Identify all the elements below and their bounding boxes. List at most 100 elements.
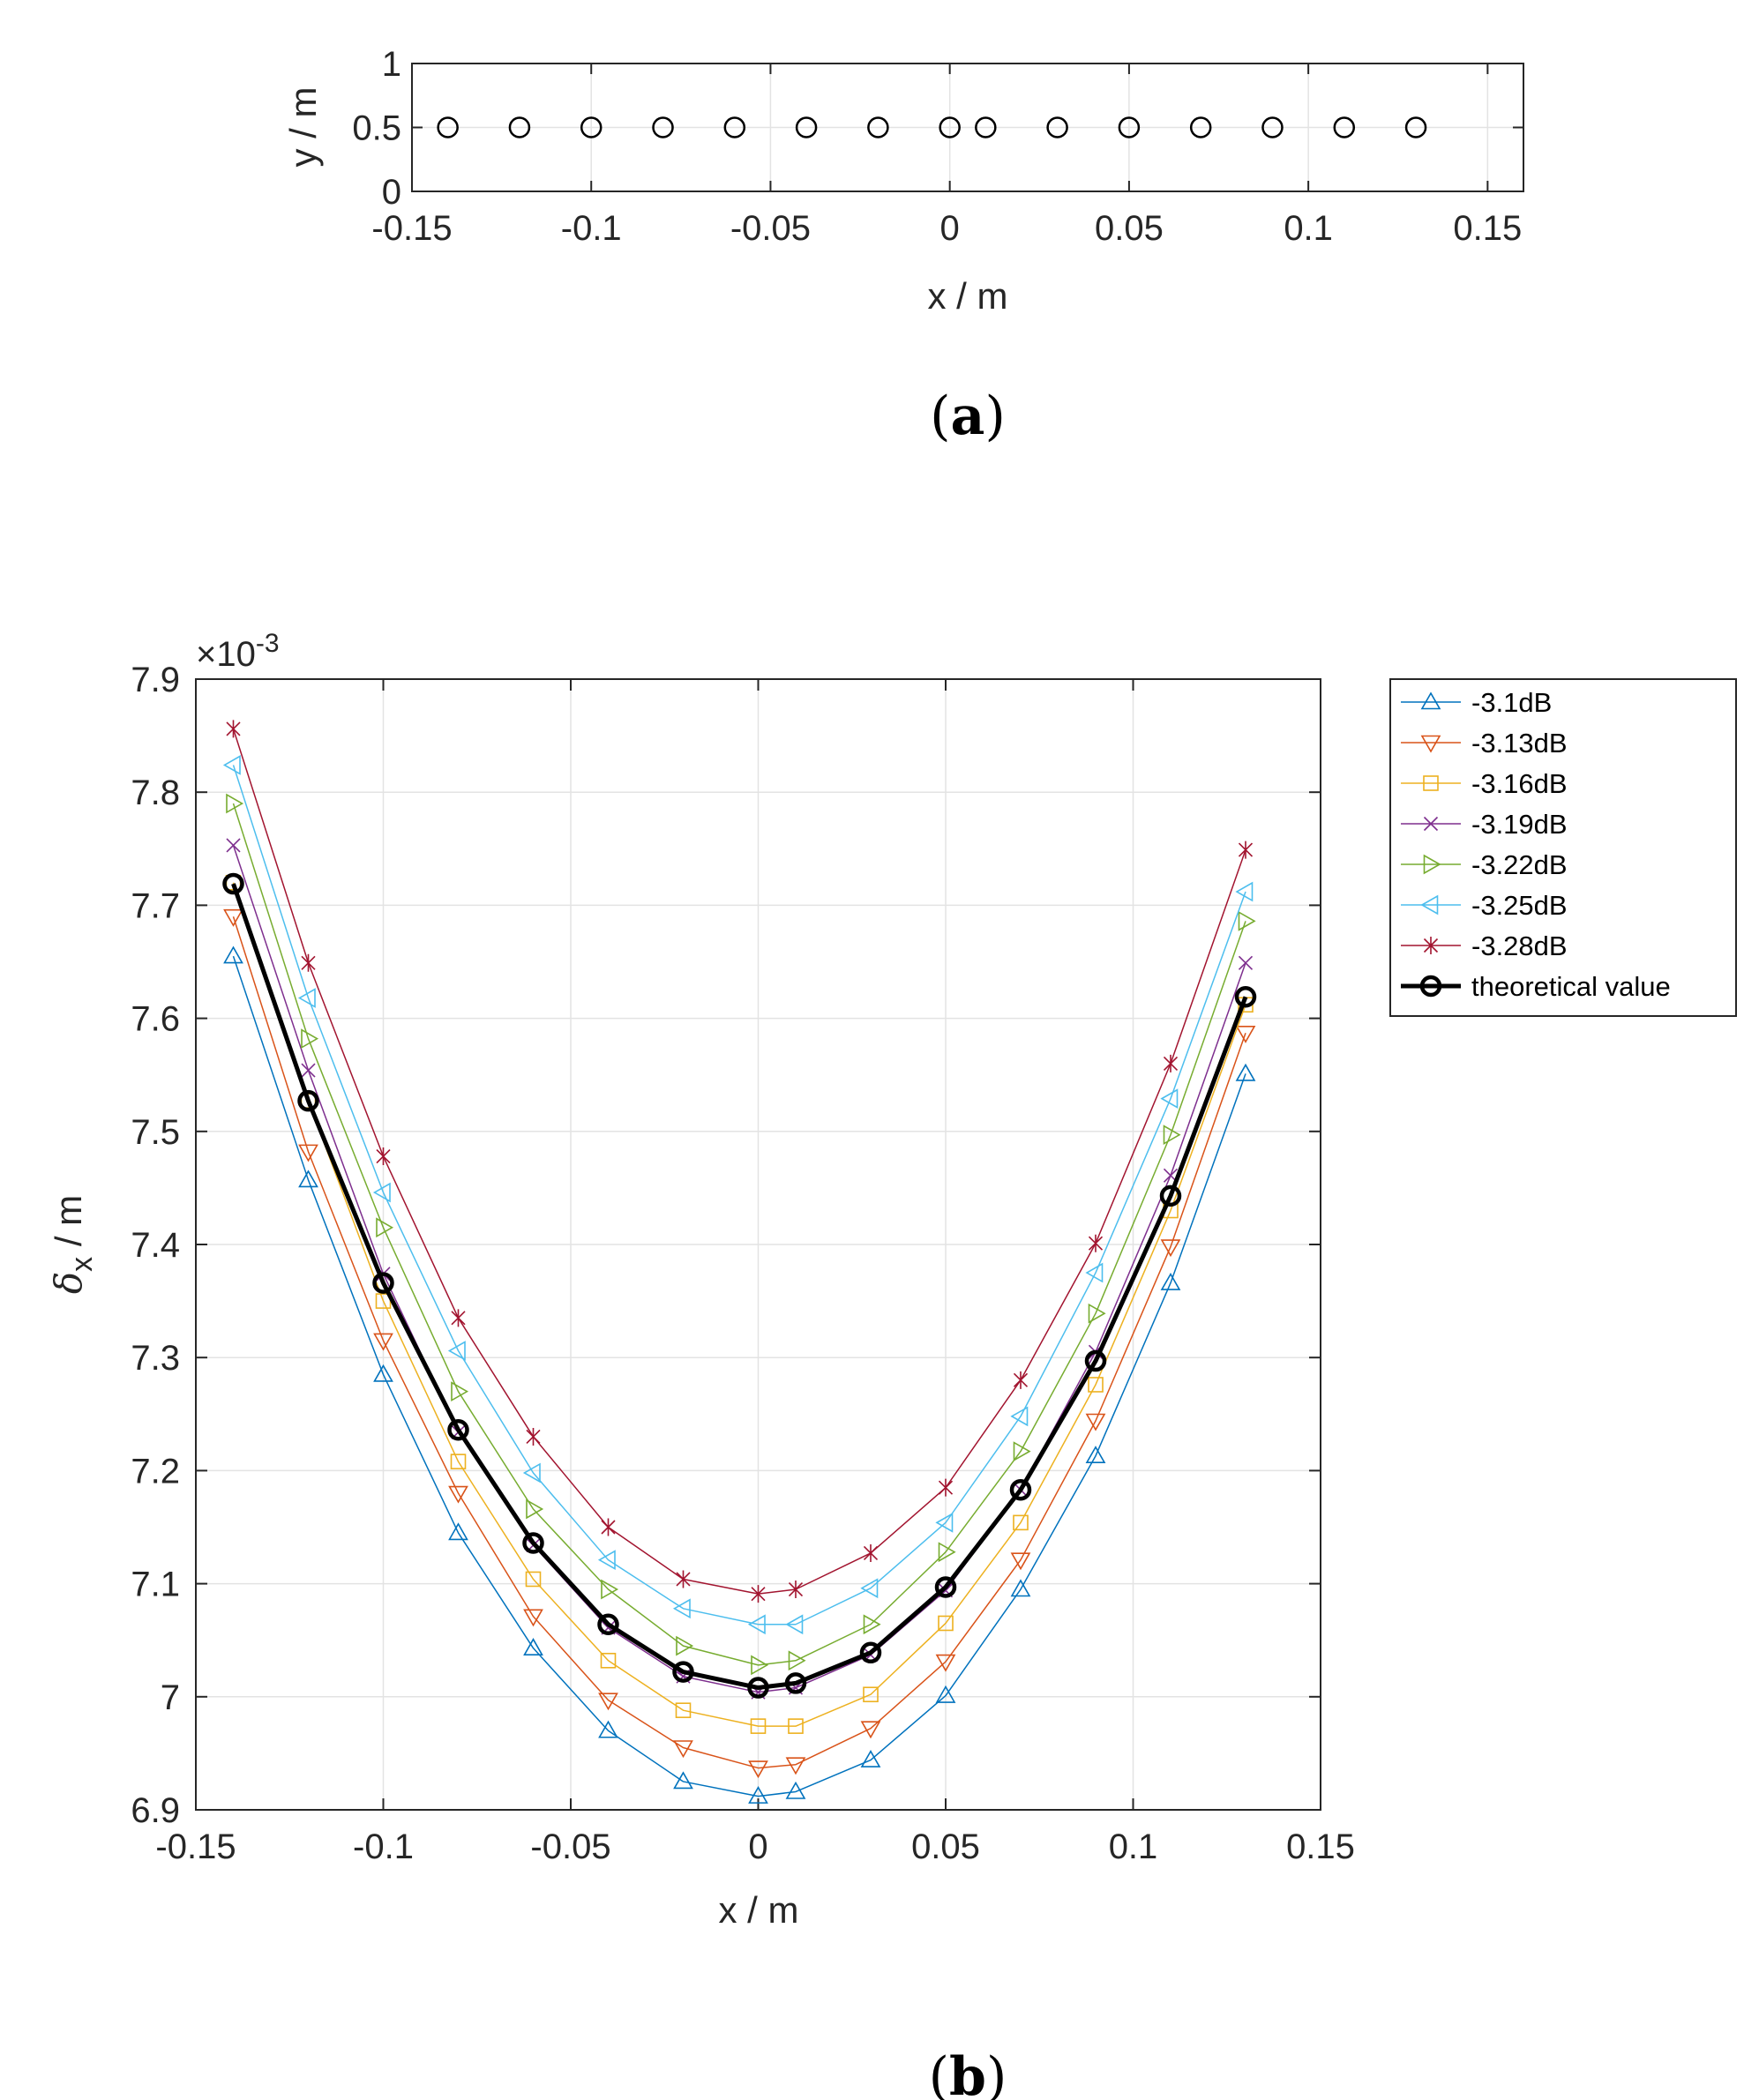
- legend-item-theoretical-value: theoretical value: [1401, 971, 1671, 1002]
- legend-label: -3.1dB: [1471, 687, 1552, 718]
- data-point-theoretical-value: [222, 872, 244, 895]
- data-point-3-1db: [860, 1749, 881, 1767]
- series-3-1db: [223, 945, 1256, 1804]
- legend-item-3-22db: -3.22dB: [1401, 849, 1568, 880]
- data-point-3-13db: [373, 1333, 393, 1351]
- data-point-3-16db: [1088, 1377, 1104, 1393]
- ylabel-symbol: δ: [47, 1272, 90, 1294]
- data-point-3-1db: [1010, 1579, 1031, 1597]
- data-point-3-28db: [676, 1570, 691, 1588]
- y-tick-label: 7.2: [131, 1452, 180, 1491]
- data-point-3-25db: [597, 1550, 616, 1571]
- data-point-3-28db: [451, 1309, 466, 1327]
- data-point-3-22db: [788, 1650, 806, 1671]
- data-point-3-13db: [785, 1757, 806, 1775]
- data-point-3-22db: [526, 1498, 544, 1520]
- data-point-3-28db: [751, 1585, 766, 1603]
- series-line-3-25db: [232, 765, 1246, 1625]
- legend-item-3-19db: -3.19dB: [1401, 809, 1568, 840]
- data-point-theoretical-value: [447, 1418, 469, 1441]
- legend-item-3-28db: -3.28dB: [1401, 930, 1568, 961]
- series-line-3-1db: [232, 955, 1246, 1797]
- y-tick-label: 7.9: [131, 661, 180, 699]
- series-3-13db: [223, 908, 1256, 1779]
- data-point-3-13db: [598, 1693, 618, 1711]
- data-point-3-16db: [450, 1454, 467, 1469]
- deviation-ticks: -0.15 -0.1 -0.05 0 0.05 0.1 0.15 6.9 7 7.1 7.2 7.3 7…: [131, 661, 1355, 1866]
- data-point-3-1db: [673, 1771, 693, 1790]
- positions-chart: -0.15 -0.1 -0.05 0 0.05 0.1 0.15 0 0.5 1 x / m y …: [282, 45, 1524, 447]
- data-point-3-13db: [1235, 1025, 1256, 1043]
- positions-x-tick-label: -0.05: [730, 209, 811, 248]
- panel-label-b: (b): [929, 2046, 1007, 2100]
- data-point-theoretical-value: [934, 1576, 957, 1598]
- data-point-3-1db: [748, 1786, 768, 1804]
- data-point-3-13db: [523, 1609, 543, 1627]
- legend-box: [1389, 678, 1737, 1017]
- data-point-3-19db: [1238, 955, 1254, 970]
- data-point-theoretical-value: [372, 1272, 394, 1294]
- data-point-theoretical-value: [1159, 1185, 1182, 1207]
- data-point-3-28db: [226, 720, 241, 738]
- y-tick-label: 7.4: [131, 1226, 180, 1265]
- position-point: [508, 116, 531, 138]
- data-point-3-13db: [223, 908, 243, 927]
- y-tick-label: 7.7: [131, 886, 180, 925]
- data-point-3-1db: [523, 1638, 543, 1655]
- data-point-3-1db: [1160, 1272, 1181, 1290]
- series-3-25db: [222, 755, 1254, 1635]
- legend-item-3-1db: -3.1dB: [1401, 687, 1552, 718]
- data-point-theoretical-value: [859, 1641, 882, 1664]
- data-point-3-13db: [935, 1654, 956, 1672]
- ylabel-unit: / m: [48, 1195, 89, 1257]
- x-tick-label: 0: [748, 1827, 767, 1866]
- positions-x-tick-label: 0.15: [1453, 209, 1522, 248]
- data-point-3-1db: [785, 1781, 806, 1799]
- data-point-3-25db: [1085, 1262, 1104, 1283]
- position-point: [867, 116, 889, 138]
- data-point-theoretical-value: [1084, 1349, 1107, 1372]
- positions-y-tick-label: 0: [382, 173, 401, 212]
- legend-label: -3.19dB: [1471, 809, 1568, 840]
- data-point-3-25db: [1160, 1088, 1179, 1110]
- data-point-3-25db: [222, 755, 241, 775]
- data-point-3-1db: [598, 1720, 618, 1738]
- series-line-3-16db: [232, 882, 1246, 1727]
- data-point-3-28db: [601, 1518, 616, 1536]
- data-point-3-28db: [376, 1147, 391, 1165]
- y-tick-label: 6.9: [131, 1791, 180, 1830]
- positions-y-tick-label: 0.5: [352, 109, 401, 148]
- position-point: [1118, 116, 1141, 138]
- data-point-3-28db: [1088, 1234, 1104, 1252]
- data-point-3-13db: [860, 1721, 881, 1739]
- positions-markers: [437, 116, 1427, 138]
- positions-ticks: -0.15 -0.1 -0.05 0 0.05 0.1 0.15 0 0.5 1: [352, 45, 1523, 248]
- data-point-3-16db: [750, 1718, 767, 1734]
- positions-x-tick-label: -0.15: [371, 209, 452, 248]
- data-point-3-28db: [526, 1427, 541, 1446]
- ylabel-subscript: x: [65, 1257, 99, 1272]
- data-point-3-13db: [1160, 1239, 1181, 1258]
- exponent-power: -3: [256, 629, 280, 658]
- data-point-3-25db: [672, 1598, 691, 1619]
- y-tick-label: 7.6: [131, 1000, 180, 1039]
- data-point-3-16db: [675, 1702, 692, 1718]
- data-point-3-22db: [1013, 1441, 1031, 1461]
- x-tick-label: -0.15: [155, 1827, 236, 1866]
- x-tick-label: 0.1: [1109, 1827, 1158, 1866]
- legend-item-3-13db: -3.13dB: [1401, 728, 1568, 759]
- data-point-3-22db: [376, 1217, 394, 1238]
- data-point-3-1db: [1235, 1063, 1256, 1081]
- x-tick-label: -0.1: [353, 1827, 414, 1866]
- data-point-3-16db: [863, 1686, 879, 1703]
- series-line-3-22db: [232, 803, 1246, 1666]
- deviation-axes-box: [195, 678, 1321, 1811]
- position-point: [1189, 116, 1212, 138]
- positions-x-tick-label: 0.05: [1095, 209, 1164, 248]
- data-point-3-25db: [860, 1578, 879, 1599]
- data-point-3-22db: [863, 1614, 881, 1635]
- data-point-3-13db: [1085, 1413, 1106, 1431]
- data-point-theoretical-value: [747, 1677, 769, 1699]
- legend-swatch-marker: [1423, 775, 1439, 791]
- positions-x-tick-label: 0: [940, 209, 960, 248]
